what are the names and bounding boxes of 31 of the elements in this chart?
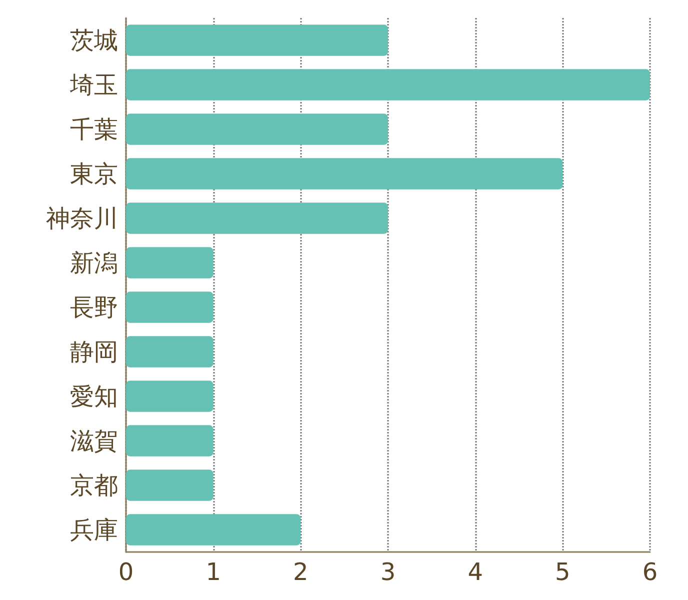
bar <box>126 24 388 56</box>
bar <box>126 336 214 368</box>
y-tick-label: 埼玉 <box>69 70 118 99</box>
bar <box>126 69 650 100</box>
y-tick-label: 愛知 <box>70 382 118 410</box>
y-tick-label: 兵庫 <box>70 516 118 544</box>
y-tick-label: 静岡 <box>70 338 118 366</box>
x-tick-label: 3 <box>380 558 396 586</box>
y-tick-label: 茨城 <box>70 26 118 54</box>
bar <box>126 470 214 501</box>
y-tick-label: 千葉 <box>70 115 118 144</box>
y-tick-label: 神奈川 <box>46 204 118 232</box>
x-tick-label: 5 <box>555 558 570 586</box>
y-tick-label: 東京 <box>70 160 118 188</box>
x-tick-label: 1 <box>206 558 221 586</box>
x-tick-label: 6 <box>642 558 658 586</box>
y-tick-label: 滋賀 <box>70 426 118 455</box>
x-tick-label: 2 <box>293 558 308 586</box>
bar <box>126 247 214 278</box>
x-tick-label: 4 <box>468 558 483 586</box>
bar <box>126 114 388 145</box>
y-tick-label: 新潟 <box>70 248 118 277</box>
y-tick-label: 長野 <box>70 293 118 322</box>
y-tick-label: 京都 <box>70 471 118 500</box>
bar <box>126 514 301 546</box>
x-tick-label: 0 <box>118 558 134 586</box>
bar <box>126 202 388 234</box>
bar <box>126 158 563 190</box>
bar <box>126 425 214 456</box>
bar <box>126 380 214 412</box>
bar <box>126 292 214 323</box>
